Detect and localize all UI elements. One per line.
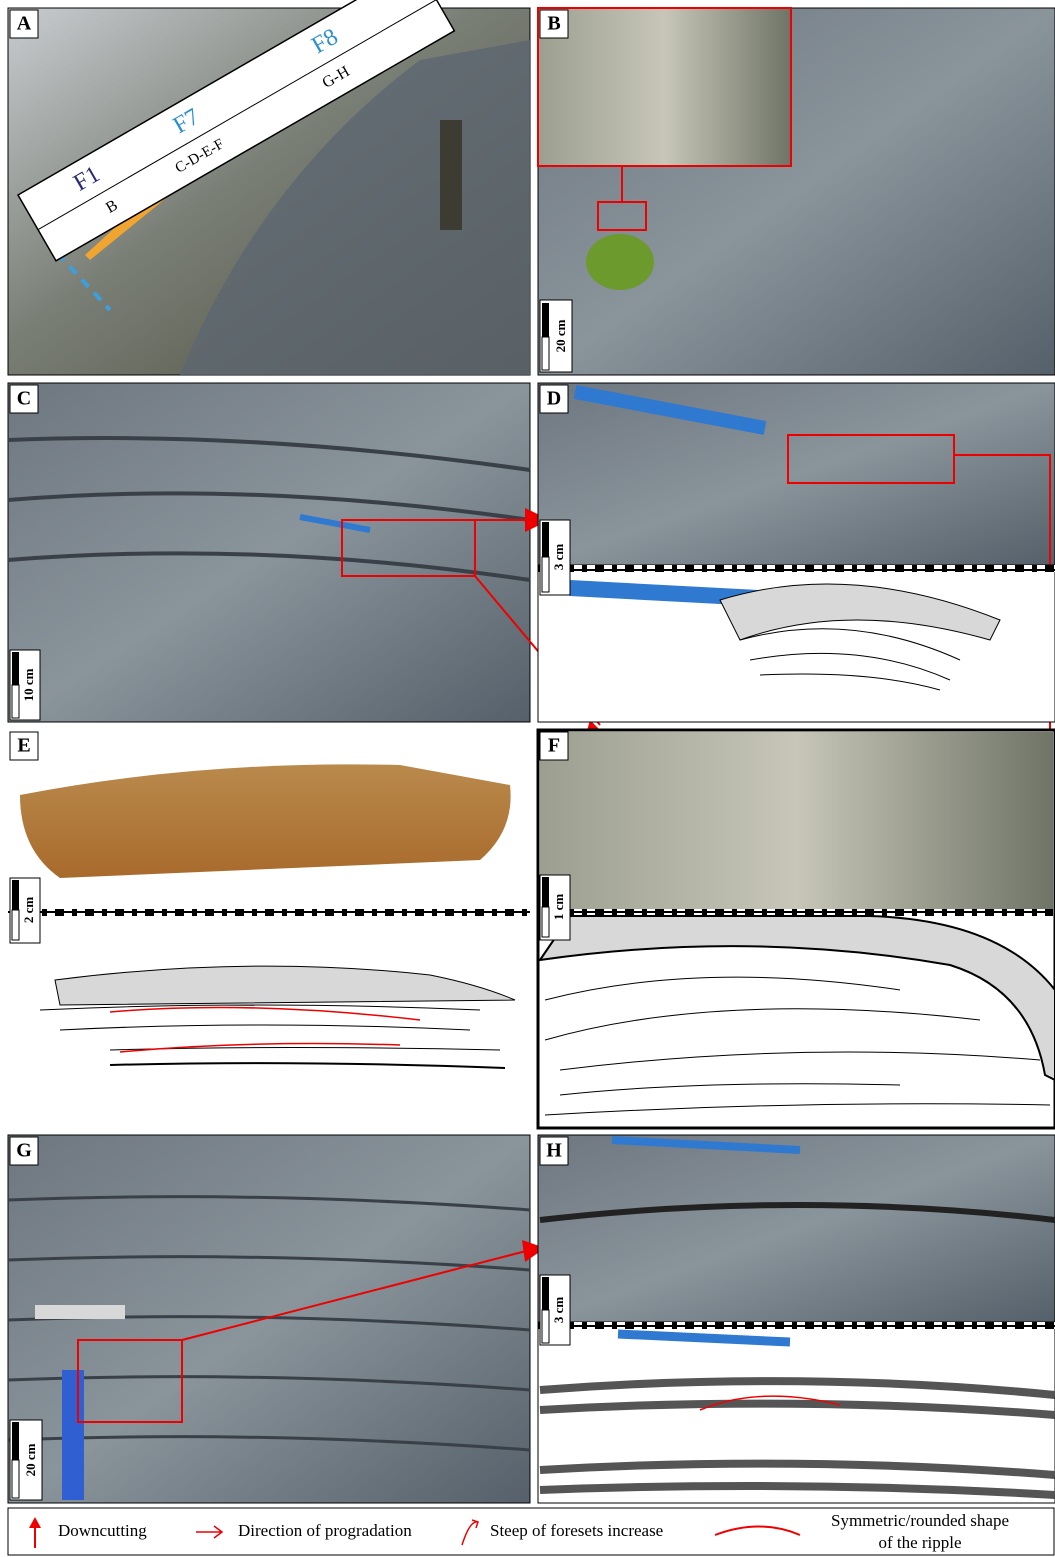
panel-b: B 20 cm (538, 8, 1055, 375)
panel-c: C 10 cm (8, 383, 612, 742)
scale-label: 3 cm (551, 544, 566, 571)
photo (538, 383, 1055, 565)
panel-label: B (547, 13, 560, 35)
inset-photo (538, 8, 791, 166)
scale-label: 1 cm (551, 894, 566, 921)
person (440, 120, 462, 230)
hammer (62, 1370, 84, 1500)
panel-a: F1 F7 F8 B C-D-E-F G-H A (8, 0, 530, 375)
panel-h: H 3 cm (538, 1135, 1055, 1503)
panel-label: G (16, 1140, 32, 1162)
panel-g: G 20 cm (8, 1135, 545, 1503)
legend-label: Steep of foresets increase (490, 1521, 663, 1540)
moss (586, 234, 654, 290)
panel-label: F (548, 735, 560, 757)
photo (540, 732, 1053, 909)
scale-label: 3 cm (551, 1297, 566, 1324)
panel-label: C (17, 388, 31, 410)
legend: Downcutting Direction of progradation St… (8, 1508, 1054, 1555)
panel-f: F 1 cm (538, 730, 1055, 1128)
panel-d: D 3 cm (538, 383, 1055, 758)
scale-label: 2 cm (21, 897, 36, 924)
photo (538, 1135, 1055, 1322)
photo (8, 383, 530, 722)
legend-label: of the ripple (878, 1533, 961, 1552)
panel-label: A (17, 13, 32, 35)
legend-label: Symmetric/rounded shape (831, 1511, 1009, 1530)
scale-label: 20 cm (23, 1443, 38, 1476)
figure: F1 F7 F8 B C-D-E-F G-H A B 20 cm C 10 cm… (0, 0, 1055, 1557)
scale-label: 20 cm (553, 319, 568, 352)
page: {"panels": [ {"label": "A", "facies": ["… (0, 0, 1055, 1557)
legend-label: Downcutting (58, 1521, 147, 1540)
panel-label: E (17, 735, 30, 757)
scale-label: 10 cm (21, 668, 36, 701)
hammer-head (35, 1305, 125, 1319)
legend-label: Direction of progradation (238, 1521, 412, 1540)
panel-label: D (547, 388, 561, 410)
panel-label: H (546, 1140, 562, 1162)
panel-e: E 2 cm (8, 730, 530, 1128)
